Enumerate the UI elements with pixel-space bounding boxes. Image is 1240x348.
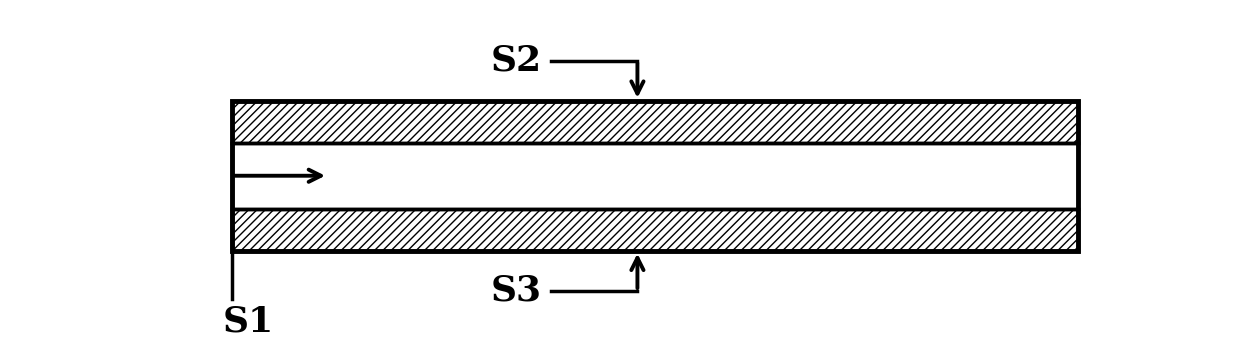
Text: S2: S2: [490, 44, 542, 78]
Text: S3: S3: [490, 274, 542, 308]
Bar: [232, 143, 1078, 209]
Bar: [232, 101, 1078, 143]
Bar: [232, 209, 1078, 251]
Text: S1: S1: [222, 304, 274, 338]
Bar: [232, 101, 1078, 251]
